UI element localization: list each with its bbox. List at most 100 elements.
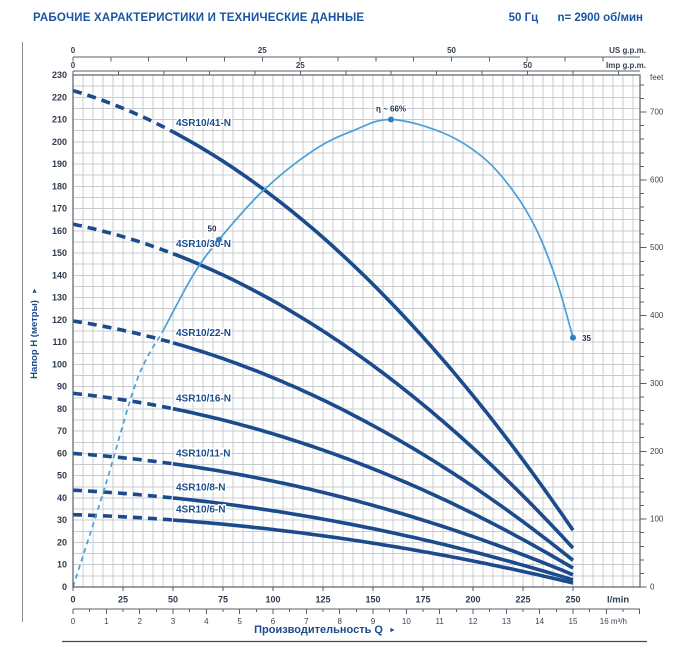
svg-text:60: 60 [57, 448, 67, 458]
svg-text:700: 700 [650, 108, 664, 117]
pump-curve-4SR10-11-N [72, 451, 574, 577]
x-axis-title: Производительность Q ► [254, 624, 396, 636]
svg-text:0: 0 [71, 61, 76, 70]
svg-text:15: 15 [569, 617, 578, 626]
svg-text:1: 1 [104, 617, 109, 626]
svg-text:25: 25 [258, 46, 267, 55]
svg-text:50: 50 [168, 595, 178, 605]
x-axis-imp-gpm: 0 25 50 Imp g.p.m. [71, 61, 646, 75]
svg-text:100: 100 [265, 595, 280, 605]
svg-text:210: 210 [52, 115, 67, 125]
svg-text:70: 70 [57, 426, 67, 436]
svg-text:110: 110 [52, 337, 67, 347]
svg-text:50: 50 [57, 471, 67, 481]
efficiency-point-dot [570, 334, 576, 341]
page-header: РАБОЧИЕ ХАРАКТЕРИСТИКИ И ТЕХНИЧЕСКИЕ ДАН… [33, 12, 643, 24]
efficiency-marker-label: 50 [208, 225, 217, 234]
y-axis-meters: 0 10 20 30 40 50 60 70 80 90 100 110 120 130 140 150 160… [52, 70, 67, 592]
curve-label-4SR10-22-N: 4SR10/22-N [176, 328, 231, 339]
svg-text:230: 230 [52, 70, 67, 80]
svg-text:190: 190 [52, 159, 67, 169]
svg-text:225: 225 [515, 595, 530, 605]
svg-text:11: 11 [436, 617, 445, 626]
x-axis-lmin: 0 25 50 75 100 125 150 175 200 225 250 l/min [70, 587, 629, 606]
svg-text:100: 100 [52, 359, 67, 369]
svg-text:7: 7 [304, 617, 309, 626]
svg-text:Imp g.p.m.: Imp g.p.m. [606, 61, 646, 70]
efficiency-point-dot [216, 236, 222, 243]
curve-label-4SR10-8-N: 4SR10/8-N [176, 482, 225, 493]
svg-text:170: 170 [52, 204, 67, 214]
pump-curve-labels: 4SR10/41-N 4SR10/30-N 4SR10/22-N 4SR10/16-N… [175, 116, 233, 516]
svg-text:50: 50 [523, 61, 532, 70]
page-title: РАБОЧИЕ ХАРАКТЕРИСТИКИ И ТЕХНИЧЕСКИЕ ДАН… [33, 12, 365, 24]
svg-text:400: 400 [650, 311, 664, 320]
y-axis-feet: 0 100 200 300 400 500 600 700 feet [640, 73, 664, 592]
svg-text:100: 100 [650, 515, 664, 524]
svg-text:US g.p.m.: US g.p.m. [609, 46, 646, 55]
svg-text:125: 125 [315, 595, 330, 605]
svg-text:4: 4 [204, 617, 209, 626]
x-axis-us-gpm: 0 25 50 US g.p.m. [71, 46, 646, 62]
svg-text:25: 25 [296, 61, 305, 70]
pump-curve-4SR10-30-N [72, 222, 575, 550]
svg-text:500: 500 [650, 243, 664, 252]
svg-text:600: 600 [650, 175, 664, 184]
svg-text:175: 175 [415, 595, 430, 605]
svg-text:3: 3 [171, 617, 176, 626]
svg-text:10: 10 [402, 617, 411, 626]
svg-text:75: 75 [218, 595, 228, 605]
plot-border [72, 74, 641, 588]
frequency-value: 50 Гц [508, 12, 539, 24]
svg-text:250: 250 [565, 595, 580, 605]
svg-text:feet: feet [650, 73, 664, 82]
frequency-speed-info: 50 Гц n= 2900 об/мин [509, 12, 643, 24]
pump-curve-4SR10-22-N [72, 319, 575, 562]
svg-text:0: 0 [71, 46, 76, 55]
svg-text:9: 9 [371, 617, 376, 626]
svg-text:50: 50 [447, 46, 456, 55]
svg-text:0: 0 [62, 582, 67, 592]
y-axis-title: Напор H (метры)► [29, 287, 40, 379]
svg-text:l/min: l/min [607, 595, 629, 606]
pump-curve-4SR10-16-N [72, 391, 574, 570]
svg-text:0: 0 [71, 617, 76, 626]
svg-text:180: 180 [52, 181, 67, 191]
svg-text:30: 30 [57, 515, 67, 525]
grid [72, 74, 640, 588]
pump-curve-4SR10-8-N [72, 488, 574, 582]
svg-text:80: 80 [57, 404, 67, 414]
svg-text:300: 300 [650, 379, 664, 388]
svg-text:200: 200 [465, 595, 480, 605]
svg-text:0: 0 [650, 583, 655, 592]
svg-text:0: 0 [70, 595, 75, 605]
curve-label-4SR10-41-N: 4SR10/41-N [176, 118, 231, 129]
efficiency-markers: 50 η ~ 66% 35 [206, 103, 592, 344]
svg-text:25: 25 [118, 595, 128, 605]
x-axis-m3h: 0 1 2 3 4 5 6 7 8 9 10 11 12 13 14 15 16 m³/h [71, 608, 641, 626]
axes: 0102030405060708090100110120130140150160… [52, 46, 664, 626]
svg-text:40: 40 [57, 493, 67, 503]
pump-curve-4SR10-41-N [72, 88, 575, 532]
svg-text:200: 200 [52, 137, 67, 147]
efficiency-marker-label: η ~ 66% [376, 105, 406, 114]
svg-text:20: 20 [57, 537, 67, 547]
svg-text:200: 200 [650, 447, 664, 456]
svg-text:8: 8 [337, 617, 342, 626]
svg-text:16 m³/h: 16 m³/h [600, 617, 627, 626]
svg-text:10: 10 [57, 560, 67, 570]
svg-text:150: 150 [52, 248, 67, 258]
curve-label-4SR10-30-N: 4SR10/30-N [176, 239, 231, 250]
pump-curve-4SR10-6-N [72, 512, 574, 585]
pump-curves [72, 88, 575, 585]
svg-text:14: 14 [535, 617, 544, 626]
svg-text:160: 160 [52, 226, 67, 236]
svg-text:140: 140 [52, 270, 67, 280]
svg-text:120: 120 [52, 315, 67, 325]
efficiency-marker-label: 35 [582, 334, 591, 343]
curve-label-4SR10-11-N: 4SR10/11-N [176, 448, 230, 459]
speed-value: n= 2900 об/мин [557, 12, 643, 24]
svg-text:12: 12 [469, 617, 478, 626]
